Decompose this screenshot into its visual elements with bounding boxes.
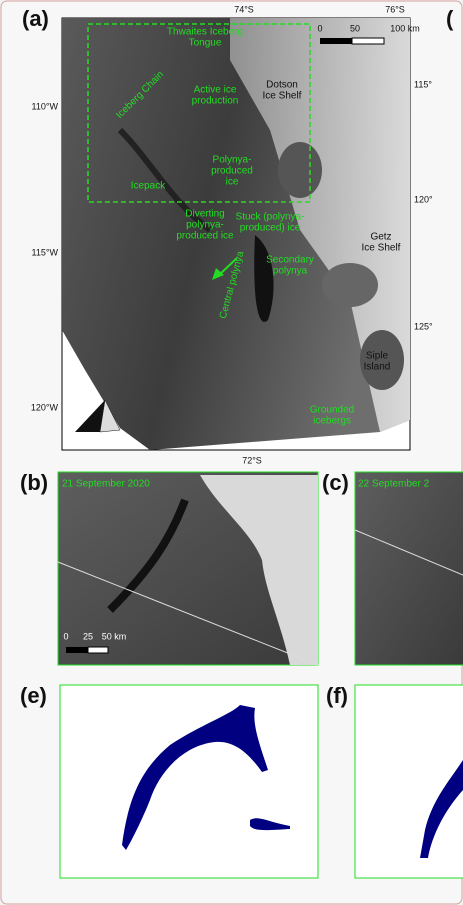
north-arrow [99, 399, 121, 433]
annotation: Dotson [266, 80, 298, 91]
frame [59, 684, 319, 879]
annotation: Getz [370, 232, 391, 243]
annotation: Siple [366, 351, 389, 362]
swath-edge [354, 529, 463, 576]
lat-label: 76°S [385, 4, 405, 14]
lon-label: 120° [414, 194, 433, 204]
scale-bar [320, 38, 352, 44]
panel-label: (e) [20, 683, 47, 708]
scale-label: 0 [63, 631, 68, 641]
annotation: produced ice [176, 231, 234, 242]
annotation: Secondary [266, 255, 314, 266]
annotation: Ice Shelf [362, 243, 401, 254]
island [322, 263, 378, 307]
scale-label: 100 km [390, 23, 420, 33]
annotation: Grounded [310, 405, 354, 416]
polynya [107, 498, 189, 613]
panel-label: ( [446, 6, 454, 31]
annotation: Thwaites Iceberg [167, 27, 243, 38]
panel-label: (b) [20, 470, 48, 495]
panel-a: (a) ( 74°S 76°S 72°S 110°W 115°W 120°W 1… [22, 4, 454, 465]
ice-mask [122, 705, 268, 850]
scale-label: 50 km [102, 631, 127, 641]
north-arrow [75, 400, 105, 432]
lon-label: 125° [414, 321, 433, 331]
annotation: Diverting [185, 209, 224, 220]
annotation: produced [211, 166, 253, 177]
arrow-head [212, 268, 224, 280]
annotation: ice [226, 177, 239, 188]
date: 21 September 2020 [62, 479, 150, 490]
scale-bar [351, 37, 385, 45]
scale-label: 25 [83, 631, 93, 641]
image [354, 471, 463, 666]
polynya [254, 235, 274, 322]
annotation: Tongue [189, 38, 222, 49]
lat-label: 74°S [234, 4, 254, 14]
annotation: produced) ice [240, 223, 301, 234]
lon-label: 110°W [32, 101, 59, 111]
panel-label: (c) [322, 470, 349, 495]
panel-f: (f) [326, 683, 463, 879]
annotation: icebergs [313, 416, 351, 427]
swath-edge [57, 561, 319, 666]
annotation: Active ice [194, 85, 237, 96]
lon-label: 120°W [31, 402, 59, 412]
panel-label: (a) [22, 6, 49, 31]
lon-label: 115°W [32, 247, 59, 257]
annotation: polynya- [186, 220, 224, 231]
island [278, 142, 322, 198]
annotation: Ice Shelf [263, 91, 302, 102]
scale-label: 50 [350, 23, 360, 33]
annotation: Stuck (polynya- [236, 212, 305, 223]
frame [354, 684, 463, 879]
lat-label: 72°S [242, 455, 262, 465]
island [360, 330, 404, 390]
annotation: polynya [273, 266, 308, 277]
lon-label: 115° [414, 79, 432, 89]
annotation: production [192, 96, 239, 107]
panel-c: (c) 22 September 2 [322, 470, 463, 666]
ice-mask [250, 818, 290, 831]
iceberg-chain [117, 127, 212, 233]
scale-bar [66, 647, 88, 653]
panel-e: (e) [20, 683, 319, 879]
annotation: Icepack [131, 181, 166, 192]
ice-shelf [230, 18, 410, 432]
date: 22 September 2 [358, 479, 430, 490]
annotation: Polynya- [213, 155, 252, 166]
scale-bar [87, 646, 109, 654]
ice-mask [420, 760, 463, 858]
panel-b: (b) 21 September 2020 0 25 50 km [20, 470, 319, 666]
panel-label: (f) [326, 683, 348, 708]
annotation: Island [364, 362, 391, 373]
scale-label: 0 [317, 23, 322, 33]
ice-shelf [200, 475, 318, 665]
